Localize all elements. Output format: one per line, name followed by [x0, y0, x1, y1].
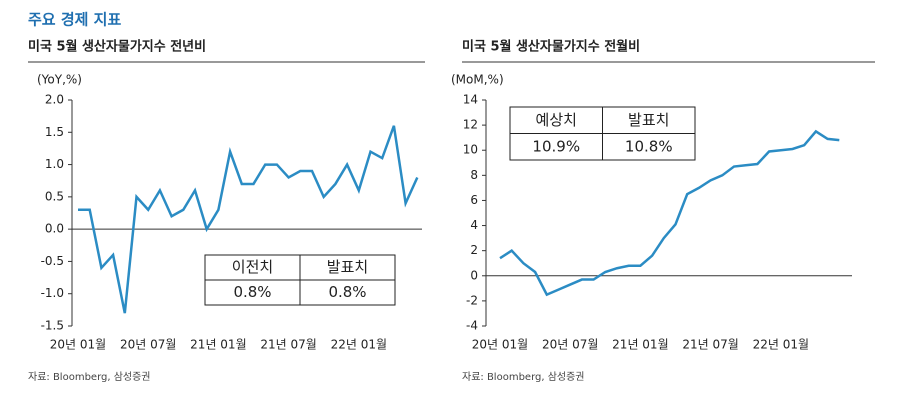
y-tick-label: 2.0	[45, 93, 64, 107]
header-title: 주요 경제 지표	[28, 11, 121, 29]
y-tick-label: 12	[463, 118, 478, 132]
y-tick-label: -1.5	[41, 319, 64, 333]
table-cell: 10.9%	[532, 137, 580, 155]
x-tick-label: 20년 01월	[472, 338, 528, 352]
table-header: 발표치	[327, 258, 368, 276]
y-tick-label: 0.0	[45, 222, 64, 236]
data-line	[499, 129, 840, 297]
x-tick-label: 21년 07월	[682, 338, 738, 352]
source: 자료: Bloomberg, 삼성증권	[28, 371, 151, 383]
x-tick-label: 22년 01월	[753, 338, 809, 352]
data-line	[78, 125, 419, 314]
x-tick-label: 21년 07월	[260, 338, 316, 352]
x-tick-label: 22년 01월	[331, 338, 387, 352]
y-tick-label: 0.5	[45, 189, 64, 203]
table-cell: 0.8%	[233, 283, 271, 301]
x-tick-label: 21년 01월	[190, 338, 246, 352]
chart-title: 미국 5월 생산자물가지수 전년비	[28, 39, 206, 55]
x-tick-label: 21년 01월	[612, 338, 668, 352]
y-tick-label: -2	[466, 293, 478, 307]
unit-label: (YoY,%)	[37, 73, 82, 87]
table-header: 발표치	[628, 111, 669, 129]
x-tick-label: 20년 07월	[120, 338, 176, 352]
x-tick-label: 20년 07월	[542, 338, 598, 352]
x-tick-label: 20년 01월	[50, 338, 106, 352]
table-header: 예상치	[536, 111, 577, 129]
unit-label: (MoM,%)	[451, 73, 504, 87]
source: 자료: Bloomberg, 삼성증권	[462, 371, 585, 383]
y-tick-label: 10	[463, 143, 478, 157]
y-tick-label: -4	[466, 319, 478, 333]
y-tick-label: 14	[463, 93, 478, 107]
table-cell: 0.8%	[328, 283, 366, 301]
y-tick-label: 4	[470, 218, 478, 232]
table-header: 이전치	[232, 258, 273, 276]
y-tick-label: -1.0	[41, 286, 64, 300]
y-tick-label: 6	[470, 193, 478, 207]
y-tick-label: 2	[470, 243, 478, 257]
y-tick-label: 0	[470, 268, 478, 282]
y-tick-label: 1.5	[45, 125, 64, 139]
chart-title: 미국 5월 생산자물가지수 전월비	[462, 39, 640, 55]
y-tick-label: -0.5	[41, 254, 64, 268]
table-cell: 10.8%	[625, 137, 673, 155]
y-tick-label: 1.0	[45, 157, 64, 171]
y-tick-label: 8	[470, 168, 478, 182]
